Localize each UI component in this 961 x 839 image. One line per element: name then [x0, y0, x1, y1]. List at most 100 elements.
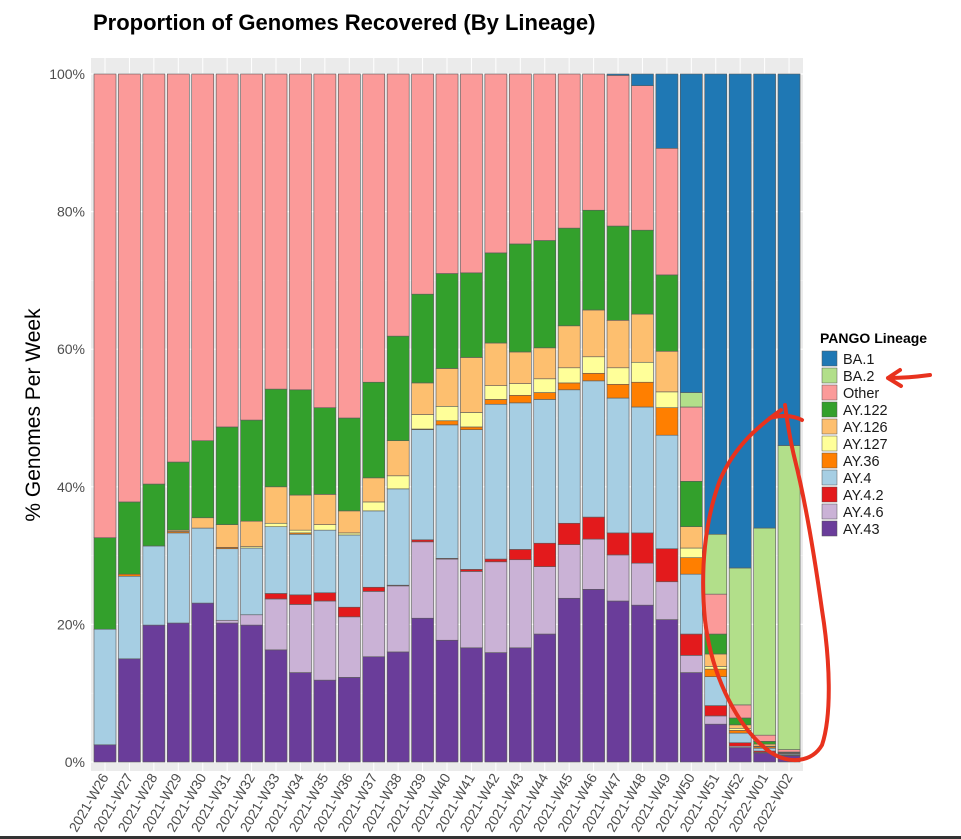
bar-segment-AY.4.6 — [337, 616, 361, 678]
bar-segment-AY.127 — [386, 475, 410, 490]
bar-segment-AY.4 — [728, 732, 752, 744]
legend-key-BA.2 — [821, 367, 838, 384]
bar-segment-Other — [460, 73, 483, 274]
bar-segment-AY.4 — [337, 534, 361, 608]
legend-label-BA.1: BA.1 — [843, 352, 874, 368]
bar-segment-AY.127 — [533, 378, 557, 393]
bar-segment-AY.127 — [264, 522, 288, 528]
bar-segment-AY.4 — [215, 548, 239, 621]
bar-segment-AY.43 — [655, 619, 679, 763]
bar-stack-2021-W37 — [362, 73, 386, 763]
legend-label-AY.122: AY.122 — [843, 403, 888, 419]
bar-stack-2021-W34 — [289, 73, 312, 763]
bar-segment-Other — [680, 406, 703, 482]
bar-segment-Other — [337, 73, 361, 419]
bar-segment-AY.126 — [337, 510, 361, 534]
bar-segment-AY.122 — [166, 461, 190, 531]
bar-segment-AY.4 — [142, 545, 166, 626]
bars-group — [93, 73, 801, 763]
bar-segment-AY.122 — [337, 417, 361, 512]
legend-label-BA.2: BA.2 — [843, 369, 874, 385]
chart-title: Proportion of Genomes Recovered (By Line… — [93, 10, 595, 35]
bar-segment-AY.4.6 — [386, 585, 410, 653]
bar-segment-AY.126 — [582, 309, 605, 358]
bar-segment-AY.126 — [435, 368, 459, 407]
bar-segment-AY.4.6 — [289, 604, 312, 673]
bar-segment-BA.2 — [753, 527, 776, 736]
bar-segment-AY.4.6 — [606, 554, 630, 602]
red-ellipse-annotation — [701, 403, 831, 763]
bar-segment-AY.36 — [533, 392, 557, 400]
bar-segment-AY.126 — [484, 342, 508, 386]
bar-segment-AY.127 — [582, 356, 605, 374]
legend-label-AY.36: AY.36 — [843, 454, 880, 470]
bar-segment-AY.122 — [191, 440, 215, 519]
bar-segment-AY.122 — [362, 381, 386, 479]
legend: PANGO Lineage BA.1BA.2OtherAY.122AY.126A… — [820, 330, 927, 538]
bar-segment-AY.122 — [118, 501, 141, 575]
bar-segment-AY.4.2 — [680, 633, 703, 656]
bar-segment-AY.4 — [240, 547, 263, 616]
bar-segment-AY.43 — [606, 600, 630, 763]
bar-segment-AY.126 — [460, 357, 483, 413]
bar-segment-AY.122 — [215, 426, 239, 525]
bar-segment-Other — [509, 73, 532, 245]
bar-segment-AY.122 — [680, 480, 703, 528]
bar-segment-AY.126 — [386, 440, 410, 477]
bar-segment-AY.122 — [460, 272, 483, 358]
bar-stack-2021-W36 — [337, 73, 361, 763]
bar-stack-2021-W33 — [264, 73, 288, 763]
legend-label-AY.43: AY.43 — [843, 522, 880, 538]
bar-stack-2021-W35 — [313, 73, 337, 763]
bar-segment-AY.126 — [240, 520, 263, 547]
bar-segment-Other — [435, 73, 459, 274]
bar-segment-AY.4 — [93, 628, 117, 746]
bar-segment-AY.4.6 — [435, 558, 459, 641]
bar-segment-AY.4.6 — [533, 566, 557, 635]
bar-segment-Other — [240, 73, 263, 421]
bar-segment-AY.4.2 — [655, 548, 679, 583]
bar-segment-AY.36 — [509, 394, 532, 404]
bar-segment-BA.2 — [777, 445, 801, 750]
bar-segment-AY.43 — [118, 658, 141, 763]
bar-segment-AY.36 — [582, 372, 605, 382]
bar-segment-AY.43 — [680, 672, 703, 763]
bar-segment-AY.4 — [557, 389, 581, 524]
bar-segment-AY.4.2 — [557, 522, 581, 545]
legend-title: PANGO Lineage — [820, 330, 927, 346]
bar-stack-2021-W42 — [484, 73, 508, 763]
bar-segment-AY.127 — [557, 367, 581, 384]
bar-segment-AY.43 — [509, 647, 532, 763]
bar-segment-AY.43 — [704, 723, 728, 763]
bar-segment-AY.126 — [631, 313, 654, 363]
legend-key-BA.1 — [821, 350, 838, 367]
bar-segment-AY.122 — [655, 274, 679, 352]
bar-segment-AY.126 — [362, 477, 386, 503]
bar-segment-AY.126 — [264, 486, 288, 524]
bar-segment-Other — [142, 73, 166, 485]
bar-segment-BA.1 — [631, 73, 654, 86]
bar-segment-AY.122 — [606, 225, 630, 321]
bar-segment-AY.4 — [582, 380, 605, 518]
bar-segment-AY.36 — [118, 573, 141, 577]
bar-segment-Other — [93, 73, 117, 539]
bar-segment-Other — [655, 148, 679, 276]
bar-segment-AY.43 — [215, 622, 239, 763]
bar-segment-AY.127 — [509, 383, 532, 396]
bar-segment-AY.4 — [484, 403, 508, 560]
bar-segment-AY.126 — [509, 351, 532, 384]
bar-segment-AY.4 — [411, 429, 434, 541]
bar-segment-AY.4 — [289, 533, 312, 596]
bar-segment-AY.4.2 — [509, 549, 532, 561]
bar-stack-2021-W29 — [166, 73, 190, 763]
bar-stack-2021-W39 — [411, 73, 434, 763]
bar-segment-AY.127 — [337, 532, 361, 536]
bar-segment-AY.43 — [362, 656, 386, 763]
bar-segment-Other — [215, 73, 239, 428]
bar-segment-AY.4.6 — [655, 581, 679, 620]
bar-segment-AY.4 — [386, 488, 410, 586]
bar-segment-AY.4 — [509, 402, 532, 550]
bar-segment-AY.43 — [484, 652, 508, 763]
bar-segment-BA.1 — [655, 73, 679, 149]
bar-segment-AY.4 — [313, 529, 337, 594]
